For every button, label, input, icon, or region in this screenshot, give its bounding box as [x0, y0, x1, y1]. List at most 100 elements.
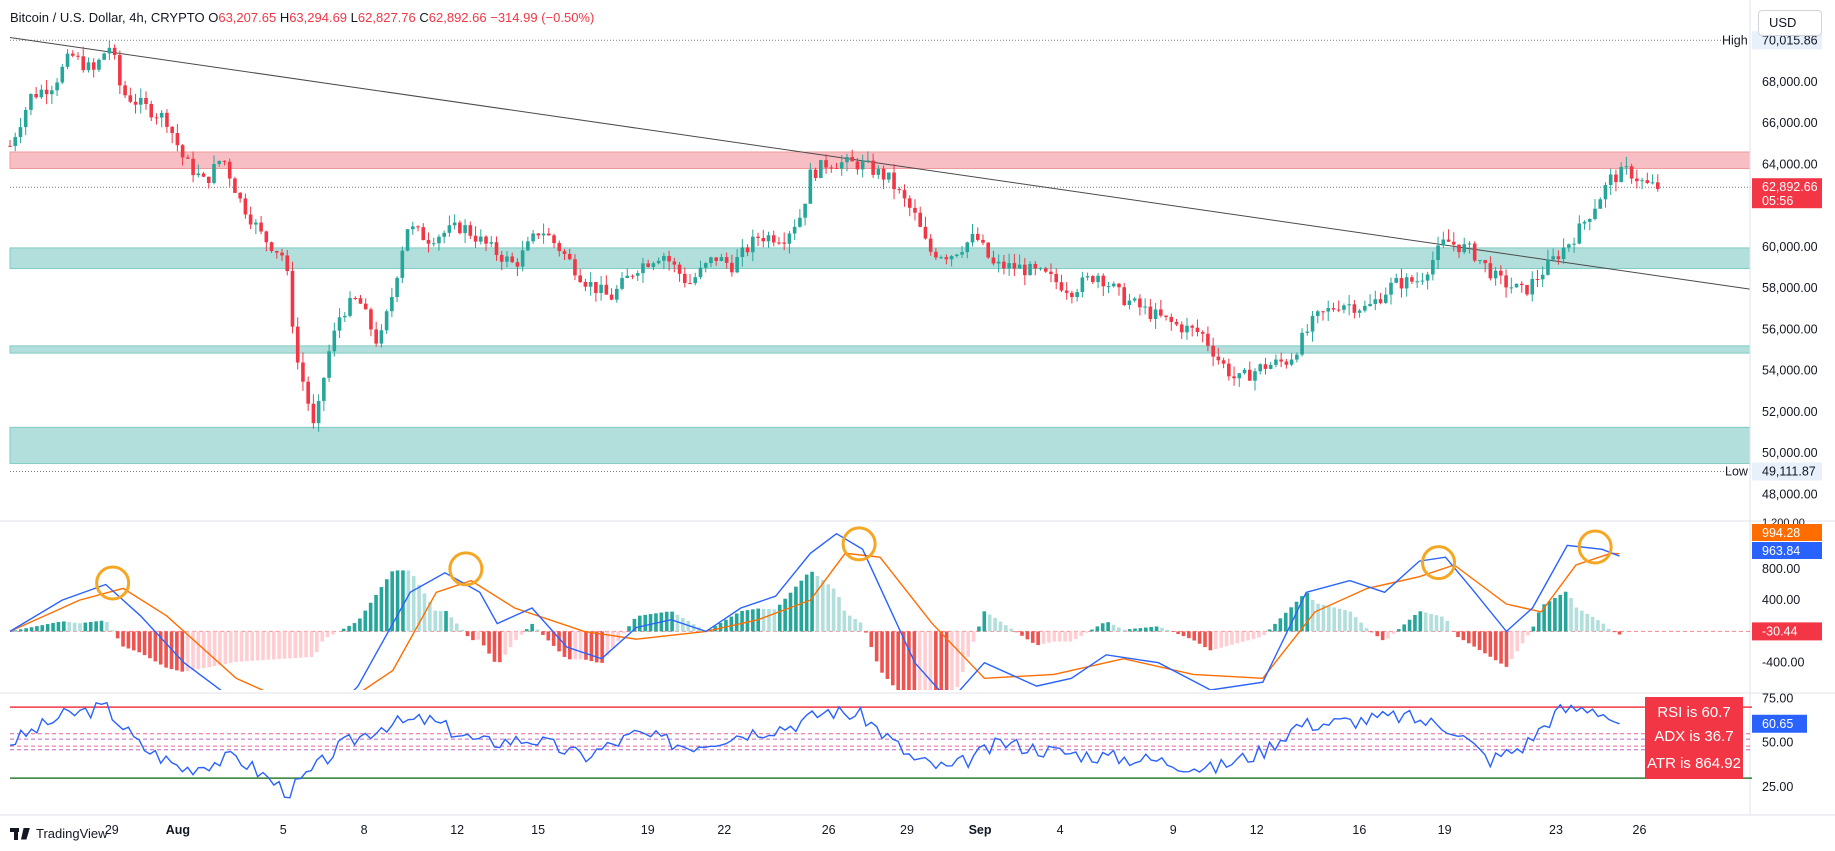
- macd-histogram-bar: [772, 609, 777, 632]
- macd-histogram-bar: [137, 631, 141, 653]
- macd-histogram-bar: [1127, 629, 1132, 632]
- candle-up: [1598, 199, 1603, 209]
- macd-histogram-bar: [627, 626, 631, 632]
- macd-histogram-bar: [584, 631, 588, 660]
- macd-histogram-bar: [1407, 619, 1412, 632]
- time-axis-tick: 26: [822, 823, 836, 837]
- macd-histogram-bar: [557, 631, 561, 652]
- macd-histogram-bar: [406, 570, 411, 632]
- low-value: 49,111.87: [1762, 464, 1816, 478]
- price-axis-tick: 50,000.00: [1762, 446, 1818, 460]
- candle-down: [1247, 369, 1252, 381]
- macd-histogram-bar: [110, 630, 115, 632]
- macd-histogram-bar: [1332, 607, 1337, 632]
- macd-histogram-bar: [385, 579, 389, 632]
- macd-histogram-bar: [837, 597, 841, 632]
- macd-histogram-bar: [928, 631, 933, 690]
- macd-histogram-bar: [821, 580, 825, 632]
- macd-histogram-bar: [1316, 603, 1320, 632]
- macd-histogram-bar: [568, 631, 572, 660]
- candle-down: [1488, 263, 1493, 279]
- candle-down: [222, 160, 227, 162]
- macd-axis-tick: 800.00: [1762, 562, 1800, 576]
- candle-up: [395, 277, 399, 298]
- candle-up: [1389, 282, 1393, 295]
- macd-histogram-bar: [438, 611, 443, 632]
- macd-histogram-bar: [1386, 631, 1390, 639]
- crossover-highlight-circle: [1577, 529, 1613, 565]
- candle-up: [1572, 243, 1576, 245]
- candle-up: [13, 137, 18, 146]
- macd-histogram-bar: [1520, 631, 1525, 644]
- candle-up: [1127, 300, 1132, 306]
- macd-histogram-bar: [476, 631, 481, 640]
- candle-down: [1064, 290, 1069, 293]
- candle-up: [1608, 174, 1613, 186]
- candle-down: [227, 161, 232, 179]
- candle-down: [1049, 271, 1053, 274]
- candle-up: [1514, 283, 1519, 288]
- currency-button[interactable]: USD: [1758, 10, 1822, 36]
- macd-histogram-bar: [1262, 631, 1267, 636]
- candle-down: [918, 212, 923, 227]
- macd-histogram-bar: [115, 631, 120, 639]
- macd-histogram-bar: [1423, 612, 1428, 632]
- time-axis-tick: Sep: [969, 823, 992, 837]
- macd-histogram-bar: [621, 631, 626, 634]
- candle-down: [546, 233, 551, 236]
- candle-down: [1190, 325, 1195, 328]
- macd-histogram-bar: [175, 631, 179, 671]
- macd-histogram-bar: [325, 631, 330, 638]
- tradingview-watermark[interactable]: TradingView: [10, 826, 108, 841]
- candle-down: [1091, 276, 1095, 283]
- candle-down: [426, 240, 431, 244]
- macd-histogram-bar: [411, 576, 416, 632]
- candle-down: [745, 247, 750, 253]
- macd-histogram-bar: [734, 613, 739, 632]
- candle-up: [693, 277, 698, 284]
- time-axis-tick: 4: [1057, 823, 1064, 837]
- macd-histogram-bar: [1208, 631, 1213, 651]
- candle-down: [1451, 241, 1456, 245]
- macd-histogram-bar: [1273, 623, 1277, 632]
- price-axis-tick: 56,000.00: [1762, 322, 1818, 336]
- macd-histogram-bar: [847, 615, 852, 632]
- candle-up: [1603, 185, 1608, 200]
- macd-histogram-bar: [503, 631, 508, 655]
- candle-up: [1431, 260, 1435, 275]
- macd-histogram-bar: [524, 629, 529, 632]
- macd-histogram-bar: [681, 617, 685, 632]
- candle-up: [1567, 244, 1571, 248]
- candle-down: [1043, 268, 1048, 272]
- time-axis-tick: Aug: [166, 823, 190, 837]
- candle-down: [259, 222, 263, 232]
- candle-up: [342, 315, 347, 318]
- candle-up: [709, 257, 713, 264]
- candle-down: [907, 198, 912, 208]
- candle-up: [1111, 283, 1116, 287]
- candle-up: [1106, 286, 1111, 288]
- candle-up: [50, 90, 54, 95]
- macd-histogram-bar: [148, 631, 152, 659]
- macd-histogram-bar: [1251, 631, 1256, 639]
- macd-histogram-bar: [1601, 623, 1606, 632]
- macd-histogram-bar: [670, 611, 674, 632]
- open-label: O: [208, 10, 219, 25]
- macd-line: [9, 532, 1620, 690]
- candle-up: [1347, 304, 1351, 306]
- candle-down: [871, 160, 875, 175]
- candle-up: [505, 256, 509, 262]
- macd-line-value: 963.84: [1762, 544, 1800, 558]
- macd-histogram-bar: [1413, 614, 1417, 632]
- macd-histogram-bar: [1181, 631, 1186, 637]
- macd-histogram-bar: [304, 631, 308, 658]
- macd-histogram-bar: [481, 631, 486, 646]
- time-axis-tick: 29: [900, 823, 914, 837]
- atr-summary-badge: ATR is 864.92: [1645, 748, 1743, 779]
- candle-up: [1289, 359, 1294, 365]
- macd-histogram-bar: [573, 631, 578, 660]
- macd-histogram-bar: [1375, 631, 1380, 637]
- candle-down: [1054, 273, 1059, 283]
- candle-down: [604, 284, 609, 295]
